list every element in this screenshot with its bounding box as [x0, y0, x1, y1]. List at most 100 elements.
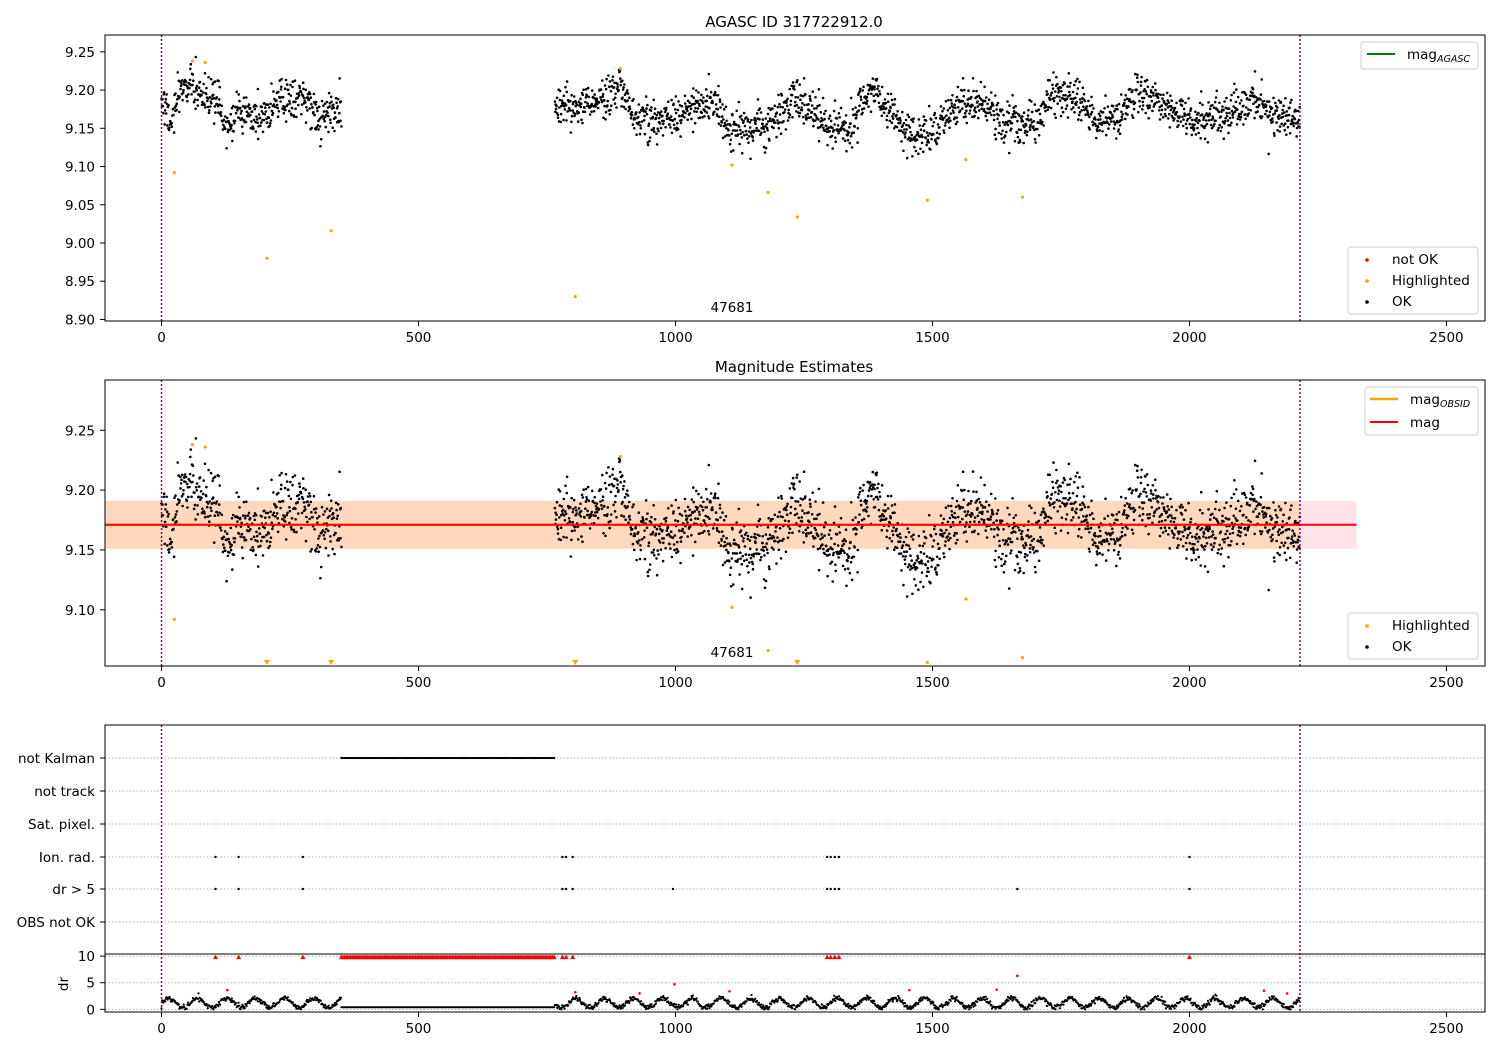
flag-marker: [496, 756, 499, 760]
ok-point: [629, 116, 633, 120]
ok-point: [905, 595, 909, 598]
ok-point: [235, 90, 238, 93]
flag-marker: [417, 756, 420, 760]
ok-point: [910, 118, 913, 121]
ok-point: [573, 529, 576, 532]
ok-point: [684, 111, 687, 115]
ok-point: [1260, 472, 1263, 475]
ok-point: [175, 108, 178, 112]
ok-point: [970, 95, 973, 99]
ok-point: [1227, 517, 1231, 521]
ok-point: [327, 493, 331, 497]
ok-point: [1128, 487, 1132, 490]
ok-point: [746, 120, 750, 123]
ok-point: [1057, 91, 1060, 94]
ok-point: [1078, 476, 1081, 479]
ok-point: [1196, 126, 1199, 130]
ok-point: [1101, 130, 1104, 133]
flag-marker: [837, 887, 841, 891]
ok-point: [651, 115, 655, 119]
ok-point: [326, 111, 329, 114]
ok-point: [579, 102, 583, 105]
ok-point: [1217, 126, 1220, 130]
ok-point: [565, 475, 569, 479]
ok-point: [653, 107, 657, 110]
ok-point: [674, 95, 678, 98]
ok-point: [766, 551, 769, 555]
ok-point: [554, 110, 557, 113]
ok-point: [1098, 551, 1101, 555]
ok-point: [1161, 502, 1164, 505]
ok-point: [172, 527, 175, 531]
ok-point: [558, 98, 562, 102]
ok-point: [1275, 121, 1278, 124]
ok-point: [714, 511, 718, 514]
ok-point: [207, 468, 210, 472]
ok-point: [306, 92, 310, 96]
ok-point: [1161, 97, 1164, 100]
ok-point: [260, 539, 263, 543]
ok-point: [186, 506, 189, 509]
ok-point: [1253, 497, 1256, 501]
ok-point: [791, 81, 795, 84]
ok-point: [1038, 112, 1042, 116]
ok-point: [852, 555, 856, 559]
ok-point: [1086, 109, 1089, 113]
ok-point: [802, 77, 806, 80]
ok-point: [681, 527, 684, 531]
ok-point: [279, 100, 282, 103]
ok-point: [983, 99, 987, 103]
ok-point: [1158, 118, 1162, 121]
ok-point: [898, 116, 902, 120]
ok-point: [1095, 550, 1099, 553]
ok-point: [800, 516, 803, 519]
ok-point: [980, 107, 983, 110]
ok-point: [577, 507, 581, 510]
ok-point: [787, 519, 790, 523]
ok-point: [843, 568, 847, 571]
ok-point: [814, 114, 818, 117]
ok-point: [1246, 528, 1249, 532]
ok-point: [586, 509, 589, 513]
ok-point: [709, 90, 713, 94]
dr-point: [264, 1001, 267, 1005]
ok-point: [1270, 106, 1274, 110]
ok-point: [885, 529, 889, 532]
ok-point: [1204, 124, 1207, 128]
ok-point: [686, 535, 689, 538]
ok-point: [655, 557, 658, 560]
ok-point: [225, 532, 229, 535]
ok-point: [178, 499, 181, 502]
ok-point: [1013, 139, 1017, 143]
ok-point: [1296, 538, 1300, 542]
ok-point: [1072, 516, 1075, 519]
ok-point: [744, 553, 748, 556]
ok-point: [786, 97, 789, 101]
ok-point: [992, 118, 996, 122]
ok-point: [947, 98, 950, 102]
ok-point: [969, 515, 973, 518]
ok-point: [728, 134, 731, 137]
ok-point: [1120, 534, 1124, 538]
ok-point: [691, 511, 694, 514]
ok-point: [993, 528, 996, 531]
ok-point: [1120, 110, 1123, 114]
ok-point: [559, 526, 563, 529]
ok-point: [238, 506, 241, 509]
ok-point: [224, 127, 227, 131]
ok-point: [1153, 102, 1157, 105]
ok-point: [1261, 102, 1264, 105]
flag-row-label: Sat. pixel.: [28, 817, 95, 833]
ok-point: [1294, 521, 1298, 525]
ok-point: [1278, 528, 1281, 531]
ok-point: [594, 514, 597, 518]
ok-point: [1247, 519, 1250, 522]
ok-point: [890, 121, 894, 124]
ok-point: [322, 533, 326, 537]
ok-point: [1124, 94, 1127, 97]
ok-point: [755, 552, 758, 555]
ok-point: [1115, 137, 1118, 140]
ok-point: [279, 487, 283, 491]
ok-point: [604, 534, 607, 538]
ok-point: [216, 104, 220, 108]
